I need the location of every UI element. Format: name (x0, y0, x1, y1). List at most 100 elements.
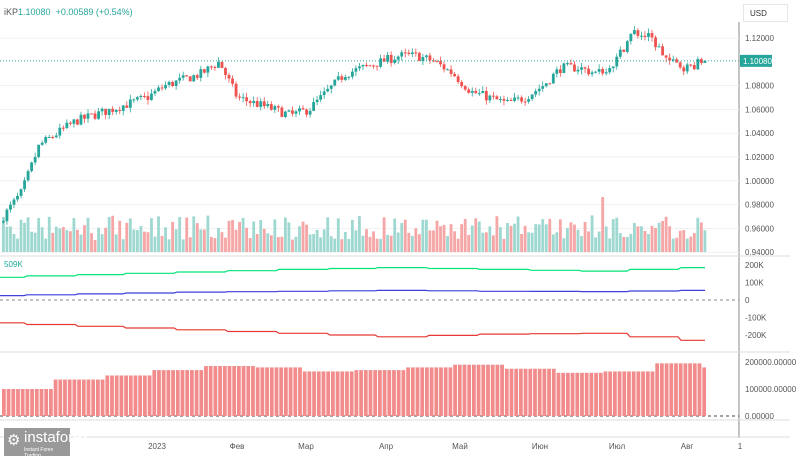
histogram-bar (340, 371, 345, 416)
candle-body (266, 104, 270, 107)
candle-body (657, 46, 661, 48)
candle-body (573, 64, 576, 72)
candle-body (393, 59, 397, 63)
candle-body (509, 100, 513, 102)
candle-body (685, 64, 689, 72)
candle-body (347, 76, 351, 78)
candle-body (245, 97, 249, 102)
candle-body (668, 57, 672, 61)
candle-body (551, 73, 555, 84)
histogram-bar (114, 375, 119, 416)
volume-bar (199, 229, 203, 252)
candle-body (202, 69, 206, 73)
volume-bar (530, 232, 534, 252)
candle-body (382, 58, 386, 62)
volume-bar (97, 227, 100, 252)
volume-bar (5, 226, 9, 252)
histogram-bar (293, 367, 298, 416)
volume-bar (65, 230, 69, 252)
histogram-bar (241, 366, 246, 416)
candle-body (199, 69, 203, 78)
candle-body (312, 102, 316, 111)
histogram-bar (53, 379, 58, 416)
volume-bar (604, 226, 608, 252)
candle-body (446, 69, 449, 71)
time-tick-label: Мар (298, 442, 314, 451)
candle-body (100, 108, 104, 112)
volume-bar (33, 232, 37, 252)
volume-bar (442, 224, 446, 252)
volume-bar (54, 226, 58, 252)
candle-body (555, 69, 559, 74)
candle-body (326, 88, 330, 92)
histogram-bar (481, 364, 486, 416)
histogram-bar (44, 389, 49, 416)
volume-bar (284, 217, 287, 252)
histogram-bar (11, 389, 16, 416)
volume-bar (322, 229, 326, 252)
volume-bar (386, 234, 390, 252)
candle-body (209, 66, 213, 68)
volume-bar (425, 219, 428, 252)
volume-bar (618, 233, 622, 252)
candle-body (76, 119, 79, 125)
volume-bar (312, 234, 316, 252)
volume-bar (615, 217, 619, 252)
candle-body (305, 109, 308, 115)
histogram-bar (542, 368, 547, 416)
candle-body (625, 41, 629, 52)
candle-body (389, 54, 393, 63)
volume-bar (12, 233, 16, 252)
candle-body (340, 76, 344, 80)
candle-body (23, 180, 26, 190)
histogram-bar (133, 375, 138, 416)
volume-bar (682, 230, 686, 252)
candle-body (583, 67, 587, 69)
histogram-bar (688, 363, 692, 416)
candle-body (350, 71, 354, 77)
volume-bar (558, 219, 562, 252)
time-tick-label: Апр (379, 442, 394, 451)
volume-bar (231, 219, 234, 252)
volume-bar (61, 227, 65, 252)
histogram-bar (312, 371, 316, 416)
histogram-bar (457, 364, 462, 416)
candle-body (548, 83, 552, 85)
volume-bar (40, 227, 44, 252)
volume-bar (650, 225, 654, 252)
histogram-bar (603, 371, 608, 416)
volume-bar (643, 231, 647, 252)
candle-body (86, 113, 90, 119)
volume-bar (537, 224, 541, 252)
histogram-bar (453, 364, 457, 416)
histogram-bar (683, 363, 688, 416)
histogram-bar (185, 370, 190, 416)
volume-bar (520, 233, 523, 252)
candle-body (425, 55, 428, 58)
histogram-bar (321, 371, 326, 416)
volume-bar (266, 233, 270, 252)
candle-body (33, 157, 37, 163)
histogram-bar (439, 367, 443, 416)
currency-button[interactable]: USD (743, 4, 788, 22)
histogram-bar (636, 371, 641, 416)
volume-bar (417, 234, 421, 252)
candle-body (238, 96, 241, 98)
volume-bar (143, 231, 146, 252)
volume-bar (255, 234, 259, 252)
histogram-bar (260, 367, 265, 416)
candle-body (682, 67, 686, 72)
volume-bar (227, 220, 231, 252)
histogram-bar (67, 379, 72, 416)
candle-body (675, 59, 679, 63)
candle-body (696, 59, 700, 70)
volume-bar (121, 239, 125, 252)
candle-body (188, 76, 192, 82)
candle-body (484, 90, 488, 101)
candle-body (5, 209, 9, 222)
histogram-bar (674, 363, 678, 416)
histogram-bar (566, 372, 570, 416)
candle-body (171, 81, 175, 87)
candle-body (93, 113, 97, 119)
